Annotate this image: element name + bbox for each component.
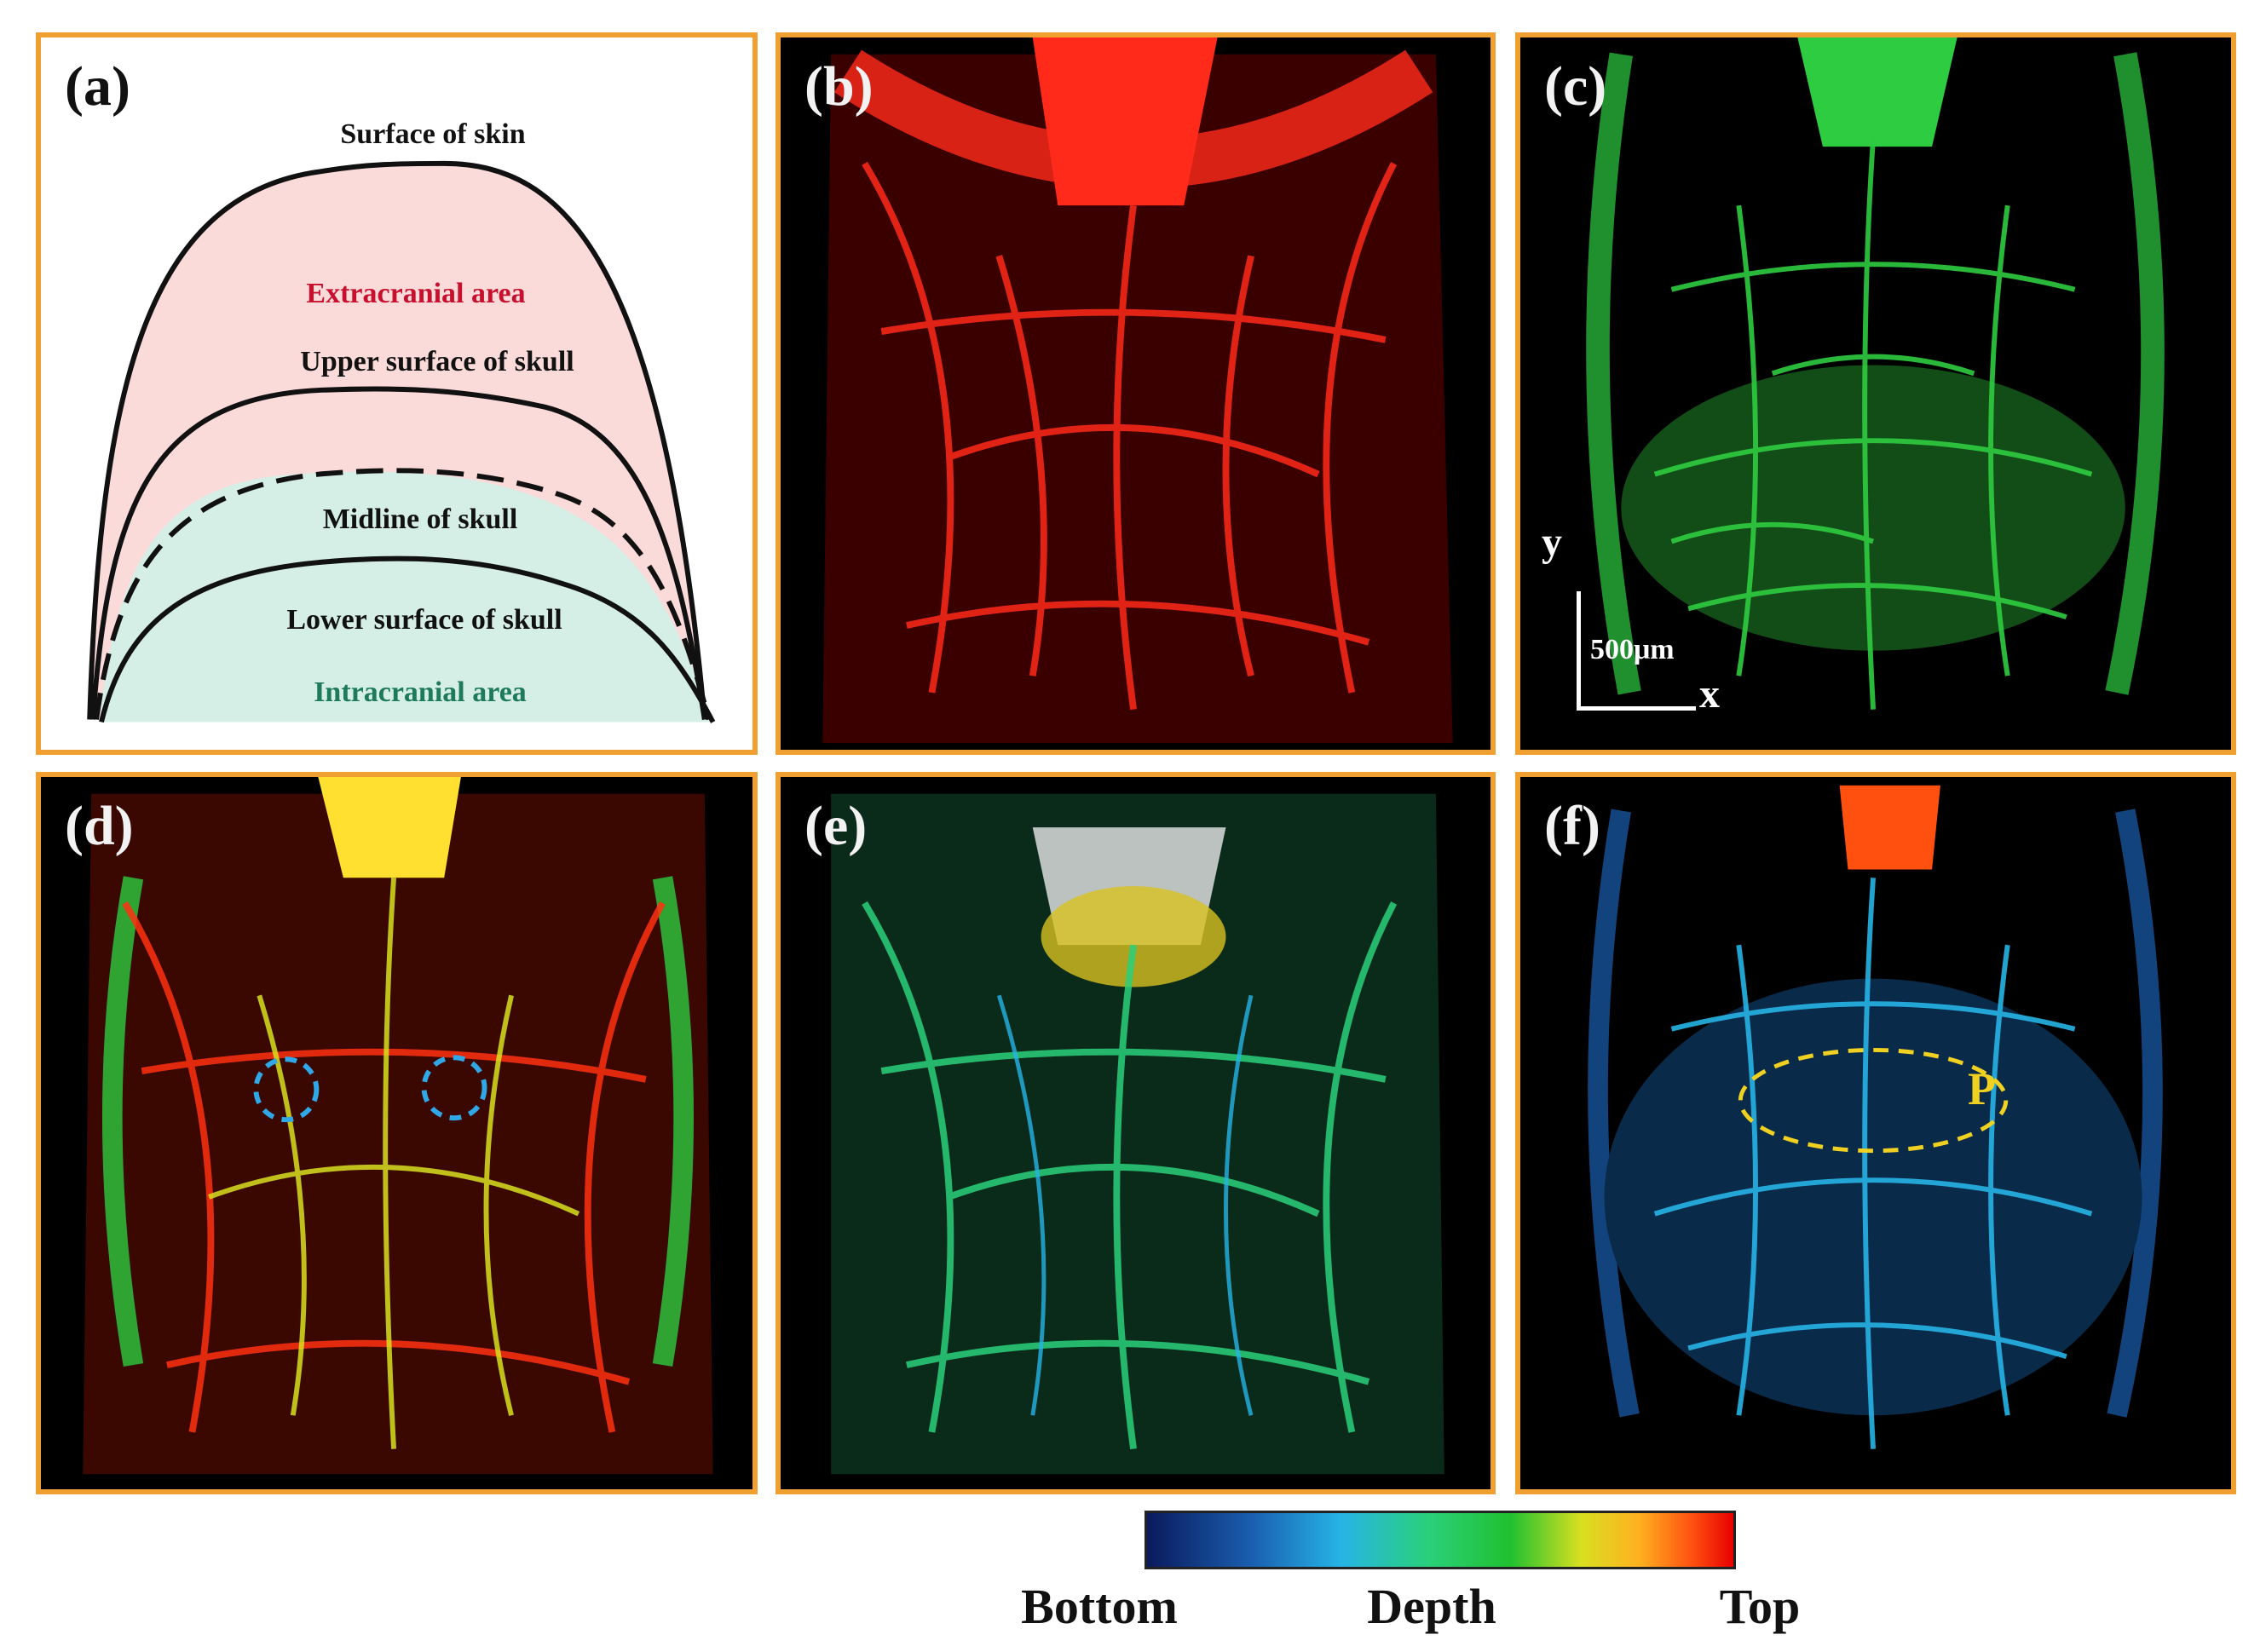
panel-b-label: (b) [804,55,874,118]
colorbar-bottom-label: Bottom [1021,1579,1178,1634]
panel-e-label: (e) [804,795,868,857]
vasculature-image-merged [83,777,713,1475]
panel-f: (f) P [1515,772,2236,1494]
surface-of-skin-label: Surface of skin [340,118,526,150]
upper-surface-of-skull-label: Upper surface of skull [300,346,574,377]
panel-f-label: (f) [1544,795,1600,857]
scale-x-label: x [1699,671,1720,717]
scale-bar-horizontal [1577,706,1696,711]
vasculature-image-red [814,37,1462,750]
panel-d-label: (d) [65,795,134,857]
midline-of-skull-label: Midline of skull [322,504,518,535]
depth-colorbar [1145,1511,1736,1569]
panel-e: (e) [776,772,1496,1494]
panel-c: (c) y 500μm x [1515,32,2236,755]
panel-a: (a) Surface of skin Extracranial area Up… [36,32,758,755]
scale-length-label: 500μm [1590,634,1675,665]
panel-d: (d) [36,772,758,1494]
extracranial-area-label: Extracranial area [306,278,526,309]
colorbar-top-label: Top [1719,1579,1801,1634]
scale-y-label: y [1542,520,1562,565]
vasculature-image-depth-coded [831,793,1444,1475]
panel-a-label: (a) [65,55,130,118]
scale-bar-vertical [1577,591,1581,711]
panel-c-label: (c) [1544,55,1607,118]
p-annotation: P [1968,1063,1996,1114]
lower-surface-of-skull-label: Lower surface of skull [286,604,562,636]
panel-b: (b) [776,32,1496,755]
vasculature-image-intracranial [1588,785,2163,1449]
colorbar-depth-label: Depth [1367,1579,1496,1634]
intracranial-area-label: Intracranial area [314,676,527,708]
vasculature-image-green [1586,37,2165,710]
skull-layer-diagram [87,160,716,723]
